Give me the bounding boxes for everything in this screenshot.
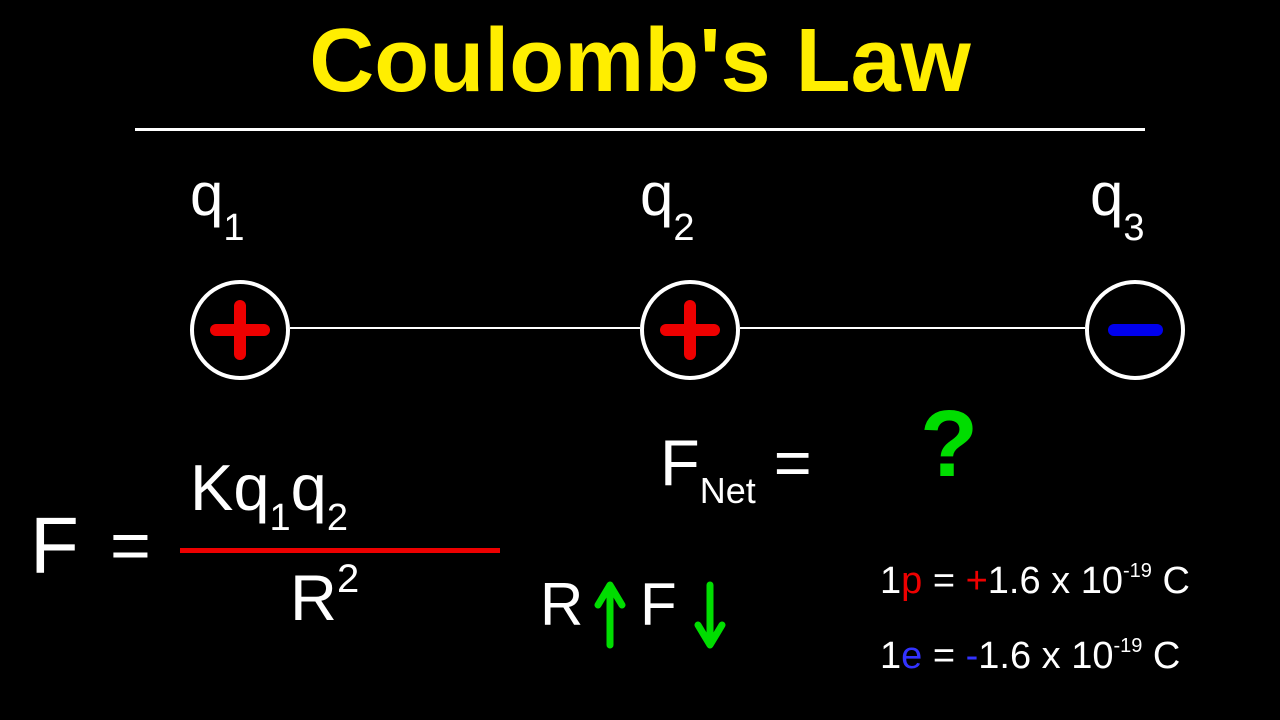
formula-q1: q <box>233 451 269 524</box>
fnet-equation: FNet = <box>660 425 812 500</box>
charge-label-q3: q3 <box>1090 160 1145 238</box>
q3-main: q <box>1090 161 1123 228</box>
charge-q3 <box>1085 280 1185 380</box>
proton-charge: 1p = +1.6 x 10-19 C <box>880 560 1190 603</box>
formula-fraction-bar <box>180 548 500 553</box>
q2-sub: 2 <box>673 207 694 249</box>
connector-2-3 <box>740 327 1085 329</box>
charge-label-q1: q1 <box>190 160 245 238</box>
formula-K: K <box>190 451 233 524</box>
e-sign: - <box>966 635 979 677</box>
rf-R: R <box>540 570 583 639</box>
title-underline <box>135 128 1145 131</box>
formula-s1: 1 <box>270 497 291 539</box>
minus-icon <box>1108 324 1163 336</box>
rf-F: F <box>640 570 677 639</box>
p-prefix: 1 <box>880 560 901 602</box>
e-prefix: 1 <box>880 635 901 677</box>
e-particle: e <box>901 635 922 677</box>
formula-numerator: Kq1q2 <box>190 450 348 525</box>
arrow-down-icon <box>690 575 730 655</box>
q1-sub: 1 <box>223 207 244 249</box>
formula-q2: q <box>291 451 327 524</box>
plus-icon <box>660 300 720 360</box>
p-unit: C <box>1152 560 1190 602</box>
charge-q2 <box>640 280 740 380</box>
p-sign: + <box>966 560 988 602</box>
page-title: Coulomb's Law <box>309 10 970 113</box>
formula-denominator: R2 <box>290 560 359 635</box>
formula-s2: 2 <box>327 497 348 539</box>
e-exp: -19 <box>1113 635 1142 657</box>
plus-icon <box>210 300 270 360</box>
p-exp: -19 <box>1123 560 1152 582</box>
p-eq: = <box>922 560 965 602</box>
q2-main: q <box>640 161 673 228</box>
fnet-eq: = <box>756 426 812 499</box>
p-particle: p <box>901 560 922 602</box>
q3-sub: 3 <box>1123 207 1144 249</box>
question-mark: ? <box>920 390 978 499</box>
q1-main: q <box>190 161 223 228</box>
e-mantissa: 1.6 x 10 <box>978 635 1113 677</box>
e-unit: C <box>1142 635 1180 677</box>
charge-q1 <box>190 280 290 380</box>
e-eq: = <box>922 635 965 677</box>
connector-1-2 <box>290 327 640 329</box>
formula-R: R <box>290 561 337 634</box>
electron-charge: 1e = -1.6 x 10-19 C <box>880 635 1180 678</box>
fnet-F: F <box>660 426 700 499</box>
charge-label-q2: q2 <box>640 160 695 238</box>
p-mantissa: 1.6 x 10 <box>988 560 1123 602</box>
fnet-sub: Net <box>700 470 756 511</box>
arrow-up-icon <box>590 575 630 655</box>
formula-F: F <box>30 500 79 592</box>
formula-equals: = <box>110 505 151 585</box>
formula-R-exp: 2 <box>337 557 359 601</box>
